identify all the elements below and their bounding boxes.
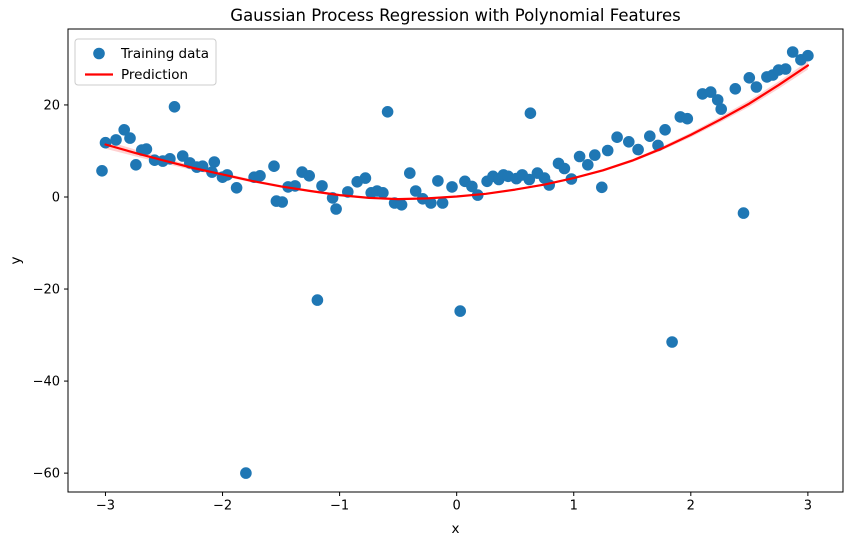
scatter-point xyxy=(208,156,221,168)
scatter-point xyxy=(589,149,601,161)
scatter-point xyxy=(729,83,742,95)
chart-title: Gaussian Process Regression with Polynom… xyxy=(230,6,680,25)
scatter-point xyxy=(454,305,467,317)
scatter-point xyxy=(704,86,717,98)
scatter-point xyxy=(276,196,289,208)
y-tick-label: −20 xyxy=(33,283,60,298)
scatter-point xyxy=(168,101,181,113)
scatter-point xyxy=(779,63,792,75)
scatter-point xyxy=(524,107,537,119)
scatter-point xyxy=(124,132,136,144)
y-tick-label: −40 xyxy=(33,375,60,390)
scatter-point xyxy=(737,207,750,219)
scatter-point xyxy=(311,294,324,306)
scatter-point xyxy=(425,197,437,209)
scatter-point xyxy=(644,130,656,142)
legend: Training data Prediction xyxy=(74,38,217,86)
scatter-point xyxy=(118,124,130,136)
x-tick-label: 2 xyxy=(687,499,695,514)
scatter-point xyxy=(96,165,108,177)
x-tick-label: −1 xyxy=(330,499,349,514)
plot-area: −3 −2 −1 0 1 2 3 20 0 −20 −40 −60 xyxy=(33,46,814,514)
scatter-point xyxy=(395,199,408,211)
scatter-point xyxy=(130,159,142,171)
x-tick-label: −3 xyxy=(96,499,115,514)
scatter-point xyxy=(381,106,394,118)
scatter-point xyxy=(558,162,571,175)
scatter-point xyxy=(303,170,316,182)
y-axis-label: y xyxy=(8,257,24,265)
scatter-point xyxy=(666,336,678,348)
x-tick-label: 3 xyxy=(804,499,812,514)
scatter-point xyxy=(404,167,416,179)
scatter-point xyxy=(230,182,243,194)
plot-border xyxy=(67,28,844,493)
scatter-point xyxy=(611,131,623,143)
scatter-point xyxy=(110,134,122,146)
scatter-point xyxy=(802,49,814,62)
scatter-point xyxy=(601,144,614,157)
scatter-point xyxy=(466,180,478,193)
scatter-point xyxy=(436,197,449,209)
scatter-point xyxy=(750,81,763,93)
scatter-point xyxy=(268,160,280,172)
scatter-point xyxy=(743,72,756,84)
scatter-point xyxy=(786,46,799,58)
scatter-point xyxy=(254,170,266,182)
scatter-point xyxy=(359,172,372,184)
scatter-point xyxy=(632,143,644,156)
scatter-point xyxy=(409,185,422,197)
prediction-line xyxy=(104,64,809,201)
legend-label-prediction: Prediction xyxy=(121,67,188,83)
scatter-point xyxy=(659,124,671,136)
x-tick-label: 0 xyxy=(453,499,461,514)
scatter-point xyxy=(623,136,635,148)
scatter-point xyxy=(711,94,724,106)
scatter-point xyxy=(582,159,594,171)
legend-label-training-data: Training data xyxy=(120,46,209,62)
training-data-marker-icon xyxy=(93,47,105,60)
x-axis-label: x xyxy=(452,521,460,537)
scatter-point xyxy=(140,143,153,155)
y-tick-label: −60 xyxy=(33,467,60,482)
scatter-point xyxy=(681,112,694,125)
scatter-point xyxy=(377,187,389,199)
scatter-point xyxy=(573,150,586,163)
scatter-point xyxy=(330,203,342,215)
y-tick-label: 20 xyxy=(43,98,60,113)
scatter-point xyxy=(432,175,444,187)
x-tick-label: 1 xyxy=(570,499,578,514)
scatter-point xyxy=(523,173,536,186)
scatter-point xyxy=(715,103,727,115)
scatter-point xyxy=(446,181,458,193)
x-tick-label: −2 xyxy=(213,499,232,514)
scatter-point xyxy=(240,467,252,479)
scatter-point xyxy=(316,180,328,192)
y-tick-label: 0 xyxy=(52,190,60,205)
scatter-point xyxy=(596,181,608,194)
